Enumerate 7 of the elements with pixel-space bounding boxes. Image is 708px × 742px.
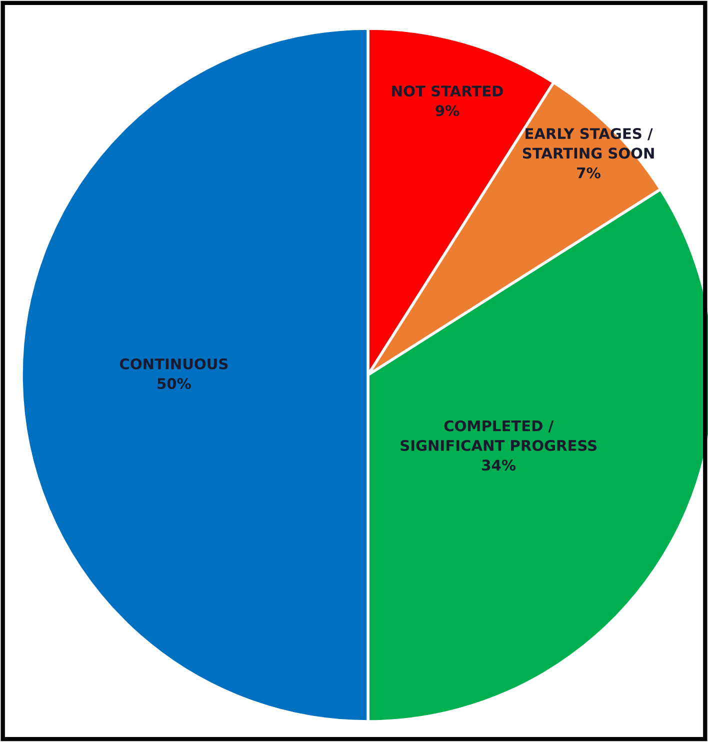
slice-label: COMPLETED / SIGNIFICANT PROGRESS	[400, 420, 596, 452]
data-label: 34%	[482, 460, 516, 471]
slice-label: NOT STARTED	[392, 86, 503, 97]
data-label: 7%	[577, 167, 600, 178]
data-label: 50%	[158, 378, 191, 390]
slice-label: CONTINUOUS	[120, 358, 228, 370]
data-label: 9%	[436, 105, 460, 116]
